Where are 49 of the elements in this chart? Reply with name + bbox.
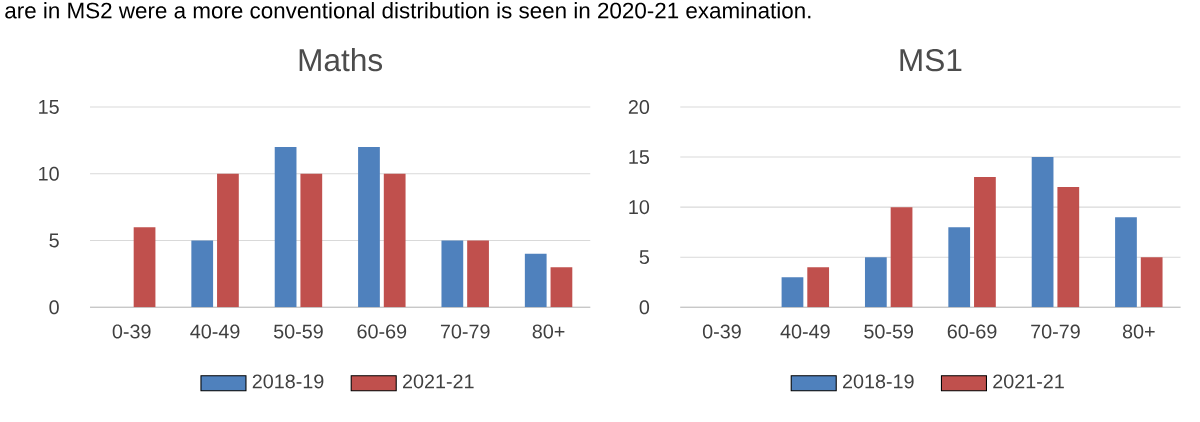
bar xyxy=(300,173,323,308)
x-tick-label: 50-59 xyxy=(273,324,323,339)
y-tick-label: 20 xyxy=(628,100,650,115)
bar xyxy=(1140,257,1163,308)
bar xyxy=(524,253,547,308)
y-tick-label: 10 xyxy=(39,166,59,181)
legend-label: 2021-21 xyxy=(403,374,474,389)
x-tick-label: 0-39 xyxy=(702,324,741,339)
x-tick-label: 40-49 xyxy=(190,324,240,339)
bar xyxy=(864,257,887,308)
y-tick-label: 10 xyxy=(629,200,650,215)
x-tick-label: 60-69 xyxy=(357,324,407,339)
x-tick-label: 70-79 xyxy=(440,324,490,339)
x-tick-label: 80+ xyxy=(532,324,565,339)
bar xyxy=(217,173,239,308)
y-tick-label: 5 xyxy=(49,233,59,248)
bar xyxy=(1031,157,1054,308)
bar xyxy=(358,147,380,308)
bar xyxy=(807,267,830,308)
y-tick-label: 15 xyxy=(39,100,59,114)
x-tick-label: 0-39 xyxy=(112,324,151,339)
bar xyxy=(890,207,913,308)
chart-title: Maths xyxy=(299,48,383,72)
bar xyxy=(133,227,156,308)
legend-label: 2018-19 xyxy=(843,374,914,389)
y-tick-label: 15 xyxy=(629,150,650,164)
x-tick-label: 40-49 xyxy=(780,324,830,339)
text: are in MS2 were a more conventional distribution is seen in 2020-21 examination. xyxy=(5,2,811,19)
bar xyxy=(550,267,573,308)
y-tick-label: 5 xyxy=(639,250,650,265)
bar xyxy=(467,240,489,308)
chart-title: MS1 xyxy=(900,48,962,72)
legend-label: 2021-21 xyxy=(993,374,1064,389)
bar xyxy=(948,227,971,308)
bar xyxy=(383,173,406,308)
bar xyxy=(441,240,464,308)
bar xyxy=(1115,217,1137,308)
legend-label: 2018-19 xyxy=(252,374,324,389)
y-tick-label: 0 xyxy=(49,300,59,315)
y-tick-label: 0 xyxy=(639,300,650,315)
bar xyxy=(781,277,804,308)
bar xyxy=(974,177,996,308)
x-tick-label: 80+ xyxy=(1122,324,1155,339)
bar xyxy=(274,147,297,308)
bar xyxy=(1057,187,1080,308)
x-tick-label: 60-69 xyxy=(947,324,997,339)
bar xyxy=(191,240,214,308)
x-tick-label: 70-79 xyxy=(1031,324,1080,339)
x-tick-label: 50-59 xyxy=(864,324,914,339)
